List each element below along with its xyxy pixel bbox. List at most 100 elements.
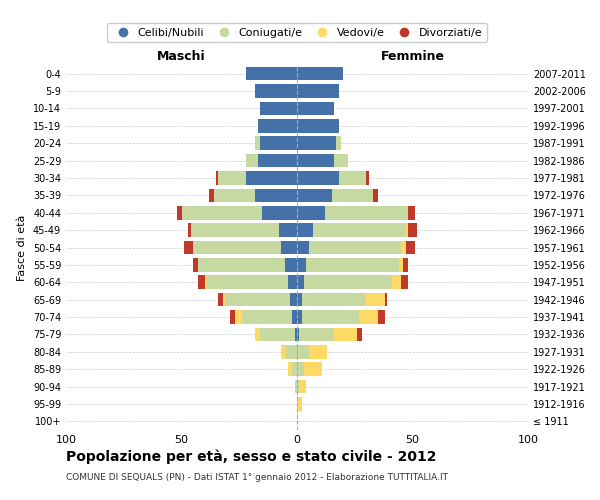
Bar	[197, 276, 205, 289]
Bar	[278, 224, 297, 237]
Bar	[398, 258, 403, 272]
Bar	[297, 258, 306, 272]
Bar	[295, 328, 297, 341]
Bar	[302, 293, 366, 306]
Bar	[336, 136, 341, 150]
Bar	[256, 188, 297, 202]
Bar	[297, 345, 308, 358]
Bar	[290, 293, 297, 306]
Bar	[378, 310, 385, 324]
Bar	[297, 293, 302, 306]
Bar	[297, 136, 336, 150]
Bar	[304, 276, 392, 289]
Bar	[297, 240, 308, 254]
Bar	[392, 276, 401, 289]
Bar	[302, 310, 359, 324]
Y-axis label: Fasce di età: Fasce di età	[17, 214, 27, 280]
Bar	[286, 345, 297, 358]
Bar	[299, 328, 334, 341]
Bar	[306, 258, 398, 272]
Bar	[297, 171, 338, 185]
Text: Femmine: Femmine	[380, 50, 445, 62]
Bar	[373, 188, 378, 202]
Bar	[359, 310, 378, 324]
Bar	[182, 206, 262, 220]
Bar	[281, 240, 297, 254]
Bar	[297, 119, 338, 132]
Bar	[297, 102, 334, 115]
Bar	[297, 397, 302, 410]
Bar	[191, 224, 278, 237]
Bar	[334, 328, 357, 341]
Bar	[308, 240, 401, 254]
Bar	[246, 154, 258, 168]
Bar	[297, 206, 325, 220]
Bar	[209, 188, 214, 202]
Bar	[297, 380, 299, 394]
Bar	[408, 224, 417, 237]
Bar	[297, 276, 304, 289]
Bar	[401, 276, 408, 289]
Bar	[297, 328, 299, 341]
Bar	[288, 276, 297, 289]
Bar	[214, 188, 256, 202]
Bar	[401, 240, 406, 254]
Bar	[286, 258, 297, 272]
Bar	[260, 102, 297, 115]
Bar	[325, 206, 408, 220]
Bar	[216, 171, 218, 185]
Bar	[299, 380, 306, 394]
Bar	[297, 224, 313, 237]
Bar	[297, 362, 304, 376]
Bar	[308, 345, 327, 358]
Bar	[246, 171, 297, 185]
Bar	[357, 328, 362, 341]
Bar	[256, 328, 260, 341]
Bar	[338, 171, 366, 185]
Bar	[258, 154, 297, 168]
Bar	[366, 171, 368, 185]
Bar	[218, 293, 223, 306]
Bar	[281, 345, 286, 358]
Text: Maschi: Maschi	[157, 50, 206, 62]
Bar	[292, 310, 297, 324]
Bar	[242, 310, 292, 324]
Bar	[297, 188, 332, 202]
Bar	[313, 224, 406, 237]
Bar	[385, 293, 387, 306]
Bar	[230, 310, 235, 324]
Bar	[297, 310, 302, 324]
Bar	[288, 362, 292, 376]
Bar	[226, 293, 290, 306]
Bar	[332, 188, 373, 202]
Bar	[197, 258, 286, 272]
Bar	[334, 154, 348, 168]
Legend: Celibi/Nubili, Coniugati/e, Vedovi/e, Divorziati/e: Celibi/Nubili, Coniugati/e, Vedovi/e, Di…	[107, 23, 487, 42]
Bar	[205, 276, 207, 289]
Bar	[258, 119, 297, 132]
Bar	[256, 136, 260, 150]
Bar	[295, 380, 297, 394]
Bar	[218, 171, 246, 185]
Bar	[366, 293, 385, 306]
Bar	[193, 240, 281, 254]
Bar	[184, 240, 193, 254]
Bar	[223, 293, 226, 306]
Text: COMUNE DI SEQUALS (PN) - Dati ISTAT 1° gennaio 2012 - Elaborazione TUTTITALIA.IT: COMUNE DI SEQUALS (PN) - Dati ISTAT 1° g…	[66, 472, 448, 482]
Bar	[406, 240, 415, 254]
Bar	[177, 206, 182, 220]
Bar	[403, 258, 408, 272]
Bar	[256, 84, 297, 98]
Bar	[262, 206, 297, 220]
Bar	[188, 224, 191, 237]
Bar	[292, 362, 297, 376]
Bar	[260, 136, 297, 150]
Bar	[297, 84, 338, 98]
Bar	[304, 362, 322, 376]
Text: Popolazione per età, sesso e stato civile - 2012: Popolazione per età, sesso e stato civil…	[66, 450, 437, 464]
Bar	[408, 206, 415, 220]
Bar	[235, 310, 242, 324]
Bar	[260, 328, 295, 341]
Bar	[297, 154, 334, 168]
Bar	[246, 67, 297, 80]
